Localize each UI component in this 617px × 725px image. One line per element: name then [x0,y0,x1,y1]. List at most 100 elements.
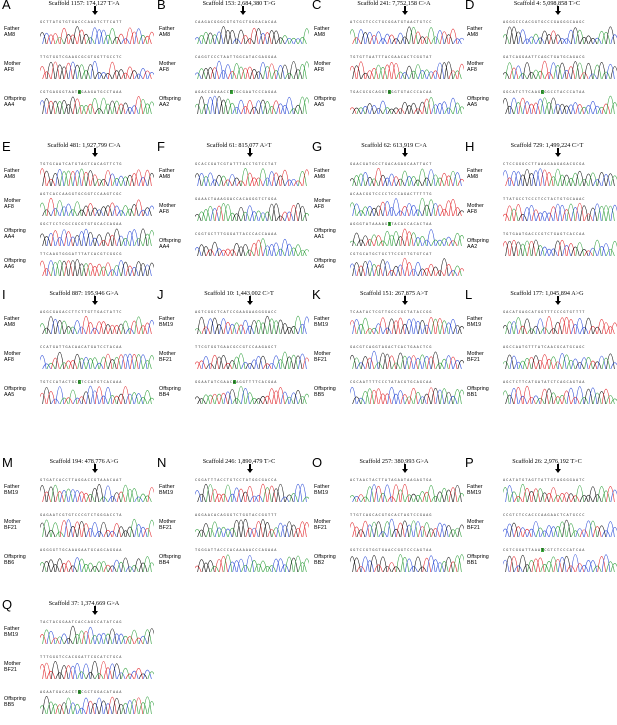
sample-id: BF21 [314,357,327,363]
trace-peak [588,387,598,404]
trace-peak [214,527,224,537]
trace-peak [116,491,126,502]
trace-peak [448,199,458,216]
trace-peak [90,207,100,216]
trace-peak [121,635,130,644]
base-calls: GGCTCCTCGCCGCGTGTGCACCAGAA [40,222,123,226]
chromatogram-trace: TGACGCGCAGGTGGGTGTACCCACAA [350,90,464,114]
trace-peak [134,169,143,186]
panel-p: P Scaffold 26: 2,976,192 T>C Father BM19 ACA… [465,455,617,583]
trace-peak [374,362,383,369]
trace-peak [210,208,219,221]
trace-peak [245,172,255,186]
trace-peak [440,388,449,404]
trace-peak [271,30,281,44]
trace-peak [293,315,303,334]
trace-peak [571,27,580,44]
sample-role: Offspring [314,96,336,102]
trace-peak [404,396,414,404]
trace-peak [147,71,154,79]
trace-peak [350,29,357,44]
trace-peak [422,239,431,246]
trace-peak [544,172,554,186]
sample-label: Offspring BB4 [159,554,195,566]
trace-peak [522,385,532,404]
trace-peak [400,323,410,334]
trace-peak [147,31,154,44]
chromatogram-trace: GTGATCACCTTAGGACCGTAAACAAT [40,478,154,502]
trace-peak [68,34,78,44]
trace-peak [601,490,611,502]
base-calls: ACAACGGTCCCCTCCCAGACTTTTTG [350,192,433,196]
trace-peak [562,105,571,114]
trace-peak [435,239,445,246]
trace-peak [130,488,139,502]
trace-peak [356,565,366,572]
sample-role: Offspring [4,696,26,702]
trace-peak [99,561,108,572]
trace-peak [108,324,117,334]
trace-peak [210,354,219,369]
sample-label: Mother AF8 [314,61,350,73]
trace-peak [400,557,410,572]
trace-peak [86,385,95,404]
trace-peak [352,557,361,572]
panel-title: Scaffold 246: 1,890,479 T>C [202,458,276,465]
trace-peak [228,389,237,404]
panel-title: Scaffold 194: 478,776 A>G [49,458,119,465]
sample-role: Mother [4,351,21,357]
trace-peak [103,564,113,572]
trace-peak [549,328,558,334]
trace-peak [352,232,361,246]
base-calls: AGGGTATAAAAGTTACACCACACTAA [350,222,433,226]
trace-peak [59,520,69,537]
trace-peak [77,326,86,334]
trace-peak [276,558,285,572]
trace-peak [293,483,303,502]
trace-peak [86,358,95,369]
waveform [195,95,309,114]
trace-peak [350,495,357,502]
trace-peak [544,212,554,221]
trace-peak [258,238,268,256]
sample-role: Mother [467,351,484,357]
trace-peak [219,26,228,44]
trace-peak [571,61,580,79]
trace-peak [518,243,527,256]
trace-peak [73,397,82,404]
sample-label: Mother AF8 [467,203,503,215]
trace-peak [64,62,73,79]
panel-title: Scaffold 887: 195,946 G>A [49,290,119,297]
trace-peak [527,36,536,44]
sample-id: AF8 [467,67,477,73]
trace-peak [361,356,370,369]
trace-peak [601,357,611,369]
trace-peak [236,29,246,44]
trace-peak [593,64,602,79]
trace-peak [514,317,523,334]
trace-peak [527,560,536,572]
trace-peak [99,321,108,334]
trace-peak [396,317,405,334]
trace-peak [597,525,606,537]
trace-peak [404,105,414,114]
chromatogram-trace: GGAATATCGAACAAGGTTTTCACGAA [195,380,309,404]
sample-label: Mother AF8 [314,198,350,210]
trace-peak [527,528,536,537]
sample-role: Offspring [4,228,26,234]
trace-peak [584,520,593,537]
trace-peak [514,526,523,537]
panel-d: D Scaffold 4: 5,098,858 T>C Father AM8 AGGGC… [465,0,617,125]
trace-peak [245,363,255,369]
trace-peak [289,108,298,114]
trace-peak [518,527,527,537]
trace-peak [68,665,78,679]
trace-peak [143,495,152,502]
panel-letter: M [2,455,13,470]
sample-role: Father [159,168,175,174]
chromatogram-trace: TGTGCAATCATGTAGTCACAGTTCTG [40,162,154,186]
trace-peak [302,393,309,404]
trace-peak [86,262,95,276]
trace-peak [55,101,64,114]
trace-peak [94,673,104,679]
